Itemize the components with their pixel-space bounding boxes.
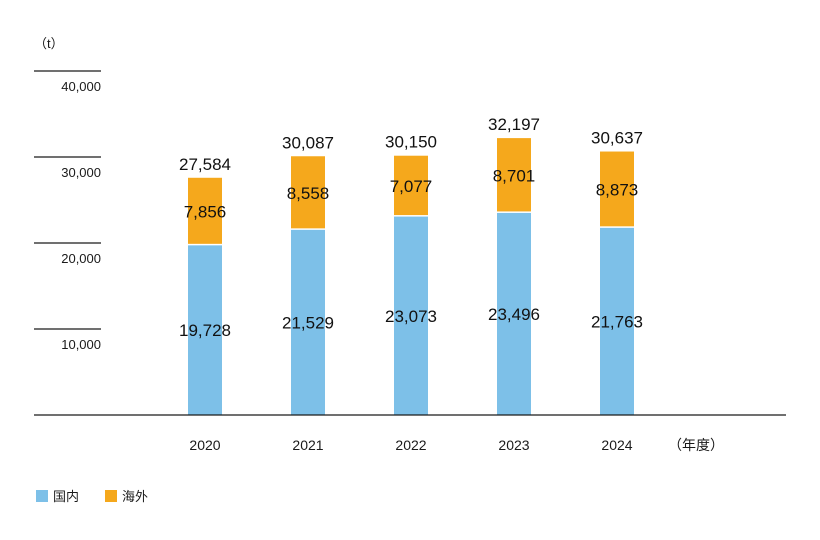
x-category-label: 2023	[498, 437, 529, 453]
y-tick-label: 40,000	[61, 79, 101, 94]
data-label-overseas-2022: 7,077	[390, 177, 433, 196]
data-label-total-2023: 32,197	[488, 115, 540, 134]
y-axis-unit-label: （t）	[34, 36, 64, 51]
legend-swatch	[105, 490, 117, 502]
data-label-domestic-2024: 21,763	[591, 312, 643, 331]
legend: 国内 海外	[36, 489, 148, 504]
data-label-total-2021: 30,087	[282, 133, 334, 152]
data-label-domestic-2021: 21,529	[282, 313, 334, 332]
legend-label: 海外	[122, 489, 148, 504]
x-axis-unit-label: （年度）	[668, 437, 724, 453]
data-label-total-2022: 30,150	[385, 133, 437, 152]
bar-domestic-2020	[188, 245, 222, 415]
data-label-domestic-2020: 19,728	[179, 321, 231, 340]
x-category-label: 2021	[292, 437, 323, 453]
x-category-label: 2022	[395, 437, 426, 453]
bar-overseas-2021	[291, 156, 325, 229]
legend-label: 国内	[53, 489, 79, 504]
x-category-label: 2020	[189, 437, 220, 453]
bar-overseas-2024	[600, 151, 634, 227]
bar-overseas-2023	[497, 138, 531, 212]
data-label-domestic-2022: 23,073	[385, 307, 437, 326]
bar-overseas-2022	[394, 155, 428, 216]
bar-domestic-2021	[291, 229, 325, 415]
y-tick-label: 10,000	[61, 337, 101, 352]
y-axis-ticks: 10,000 20,000 30,000 40,000	[34, 70, 101, 352]
data-label-overseas-2020: 7,856	[184, 203, 227, 222]
x-category-label: 2024	[601, 437, 632, 453]
bars-group: 19,728 7,856 27,584 21,529 8,558 30,087 23,073…	[179, 115, 643, 415]
bar-domestic-2022	[394, 216, 428, 415]
data-label-overseas-2024: 8,873	[596, 181, 639, 200]
y-tick-label: 30,000	[61, 165, 101, 180]
x-axis-labels: 2020 2021 2022 2023 2024	[189, 437, 632, 453]
data-label-overseas-2021: 8,558	[287, 184, 330, 203]
bar-overseas-2020	[188, 177, 222, 244]
legend-swatch	[36, 490, 48, 502]
data-label-domestic-2023: 23,496	[488, 305, 540, 324]
data-label-total-2020: 27,584	[179, 155, 231, 174]
data-label-total-2024: 30,637	[591, 129, 643, 148]
data-label-overseas-2023: 8,701	[493, 167, 536, 186]
bar-domestic-2024	[600, 227, 634, 415]
bar-domestic-2023	[497, 212, 531, 415]
y-tick-label: 20,000	[61, 251, 101, 266]
